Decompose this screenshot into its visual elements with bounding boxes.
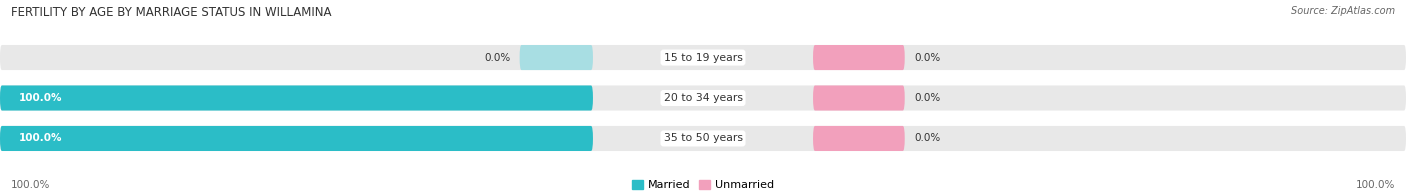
Text: 100.0%: 100.0% [18, 93, 62, 103]
Text: 100.0%: 100.0% [11, 180, 51, 190]
Text: 0.0%: 0.0% [484, 53, 510, 63]
Text: 20 to 34 years: 20 to 34 years [664, 93, 742, 103]
FancyBboxPatch shape [520, 45, 593, 70]
FancyBboxPatch shape [0, 85, 593, 111]
Text: 0.0%: 0.0% [914, 133, 941, 143]
Legend: Married, Unmarried: Married, Unmarried [633, 180, 773, 191]
Text: 15 to 19 years: 15 to 19 years [664, 53, 742, 63]
Text: Source: ZipAtlas.com: Source: ZipAtlas.com [1291, 6, 1395, 16]
Text: 0.0%: 0.0% [914, 93, 941, 103]
FancyBboxPatch shape [813, 45, 904, 70]
FancyBboxPatch shape [813, 85, 904, 111]
FancyBboxPatch shape [813, 126, 904, 151]
Text: FERTILITY BY AGE BY MARRIAGE STATUS IN WILLAMINA: FERTILITY BY AGE BY MARRIAGE STATUS IN W… [11, 6, 332, 19]
Text: 35 to 50 years: 35 to 50 years [664, 133, 742, 143]
Text: 100.0%: 100.0% [18, 133, 62, 143]
Text: 0.0%: 0.0% [914, 53, 941, 63]
FancyBboxPatch shape [0, 126, 593, 151]
FancyBboxPatch shape [0, 45, 1406, 70]
Text: 100.0%: 100.0% [1355, 180, 1395, 190]
FancyBboxPatch shape [0, 126, 1406, 151]
FancyBboxPatch shape [0, 85, 1406, 111]
